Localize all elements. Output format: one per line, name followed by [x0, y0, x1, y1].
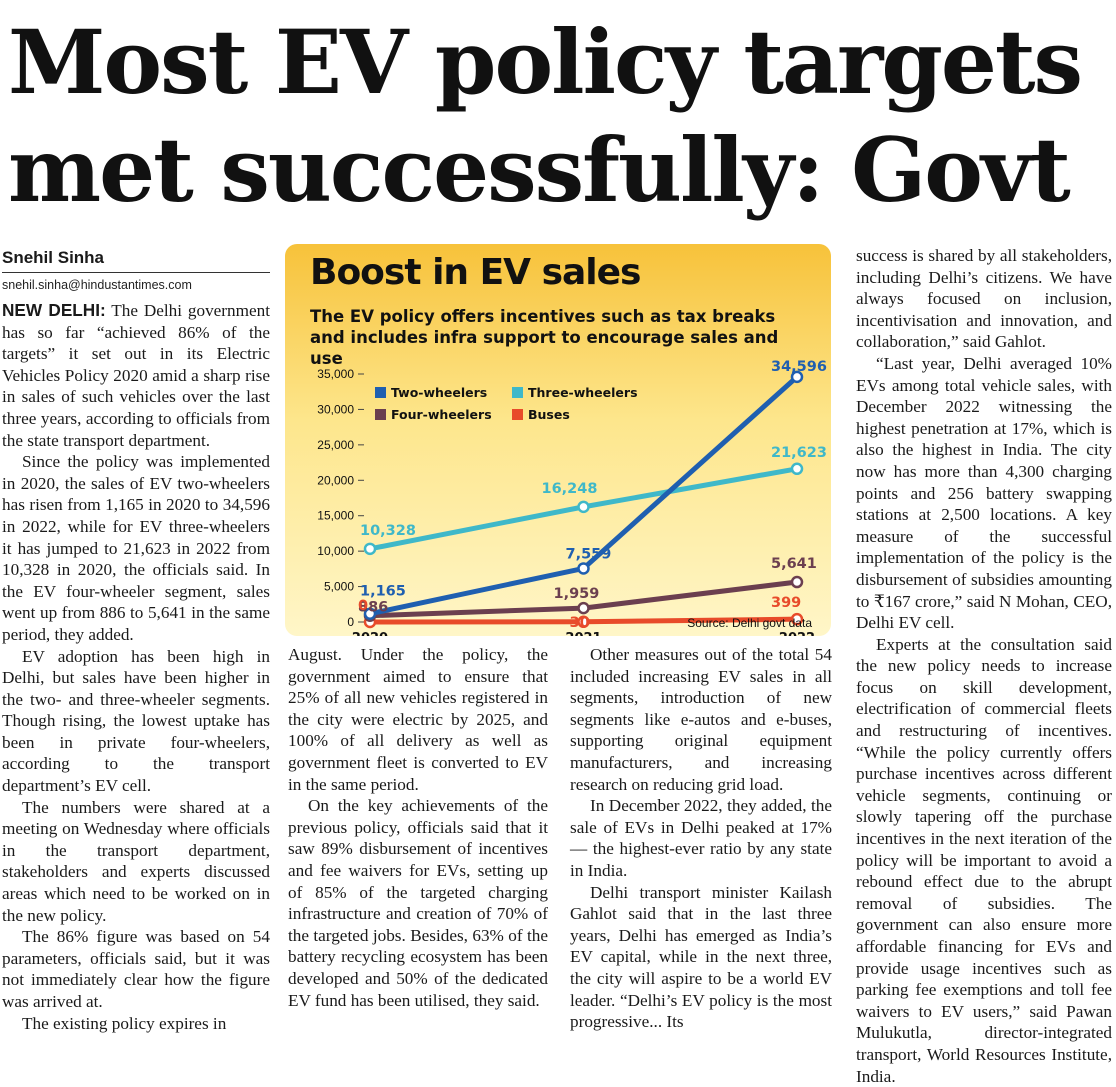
ev-sales-line-chart: 0 5,000 10,000 15,000 20,000 25,000 30,000 35,0…: [317, 359, 827, 636]
data-label: 10,328: [360, 523, 416, 539]
data-label: 0: [358, 598, 368, 614]
legend-label: Four-wheelers: [391, 407, 492, 422]
paragraph: The numbers were shared at a meeting on …: [2, 797, 270, 925]
data-label: 34,596: [771, 359, 827, 375]
paragraph: Since the policy was implemented in 2020…: [2, 452, 270, 644]
data-label: 1,165: [360, 584, 406, 600]
data-label: 399: [771, 595, 801, 611]
paragraph: EV adoption has been high in Delhi, but …: [2, 646, 270, 796]
data-label: 21,623: [771, 445, 827, 461]
paragraph: The existing policy expires in: [22, 1013, 227, 1033]
chart-source: Source: Delhi govt data: [687, 616, 812, 630]
data-point: [363, 542, 377, 556]
author-email[interactable]: snehil.sinha@hindustantimes.com: [2, 278, 192, 292]
data-point: [363, 607, 377, 620]
data-label: 1,959: [554, 586, 600, 602]
paragraph: “Last year, Delhi averaged 10% EVs among…: [856, 353, 1112, 633]
chart-subtitle: The EV policy offers incentives such as …: [310, 307, 779, 368]
data-point: [790, 462, 804, 476]
data-point: [790, 612, 804, 626]
data-label: 7,559: [566, 546, 612, 562]
paragraph: success is shared by all stakeholders, i…: [856, 246, 1112, 352]
paragraph: The 86% figure was based on 54 parameter…: [2, 927, 270, 1011]
legend-swatch: [375, 387, 386, 398]
data-label: 30: [570, 615, 590, 631]
y-tick-label: 30,000: [317, 402, 354, 416]
x-tick-label: 2021: [565, 631, 601, 636]
x-tick-label: 2022: [779, 631, 815, 636]
legend-label: Three-wheelers: [528, 385, 638, 400]
data-point: [577, 601, 590, 615]
article-column-3: Other measures out of the total 54 inclu…: [570, 644, 832, 1033]
paragraph: In December 2022, they added, the sale o…: [570, 796, 832, 880]
paragraph: NEW DELHI: The Delhi government has so f…: [2, 300, 270, 450]
data-point: [790, 575, 804, 589]
data-point: [790, 370, 804, 384]
chart-title: Boost in EV sales: [310, 252, 641, 293]
y-tick-label: 0: [347, 615, 354, 629]
article-column-1: NEW DELHI: The Delhi government has so f…: [2, 300, 270, 1034]
paragraph: August. Under the policy, the government…: [288, 645, 548, 794]
article-column-2: August. Under the policy, the government…: [288, 644, 548, 1011]
paragraph: On the key achievements of the previous …: [288, 796, 548, 1010]
data-label: 886: [358, 600, 388, 616]
legend-swatch: [512, 387, 523, 398]
data-point: [577, 500, 590, 514]
legend-label: Buses: [528, 407, 570, 422]
y-tick-label: 35,000: [317, 367, 354, 381]
article-column-4: success is shared by all stakeholders, i…: [856, 245, 1112, 1087]
data-label: 16,248: [542, 481, 598, 497]
y-tick-label: 10,000: [317, 544, 354, 558]
chart-panel: [285, 244, 831, 636]
dateline: NEW DELHI:: [2, 300, 106, 320]
legend-label: Two-wheelers: [391, 385, 487, 400]
x-tick-label: 2020: [352, 631, 388, 636]
paragraph: Delhi transport minister Kailash Gahlot …: [570, 882, 832, 1032]
legend-swatch: [512, 409, 523, 420]
y-tick-label: 20,000: [317, 473, 354, 487]
data-point: [577, 615, 590, 629]
legend-swatch: [375, 409, 386, 420]
byline: Snehil Sinha: [2, 248, 270, 273]
data-point: [577, 562, 590, 575]
y-tick-label: 25,000: [317, 438, 354, 452]
data-label: 5,641: [771, 556, 817, 572]
paragraph: Other measures out of the total 54 inclu…: [570, 645, 832, 794]
y-tick-label: 15,000: [317, 509, 354, 523]
headline: Most EV policy targets met successfully:…: [8, 10, 1083, 222]
y-tick-label: 5,000: [324, 580, 354, 594]
paragraph: Experts at the consultation said the new…: [856, 634, 1112, 1086]
